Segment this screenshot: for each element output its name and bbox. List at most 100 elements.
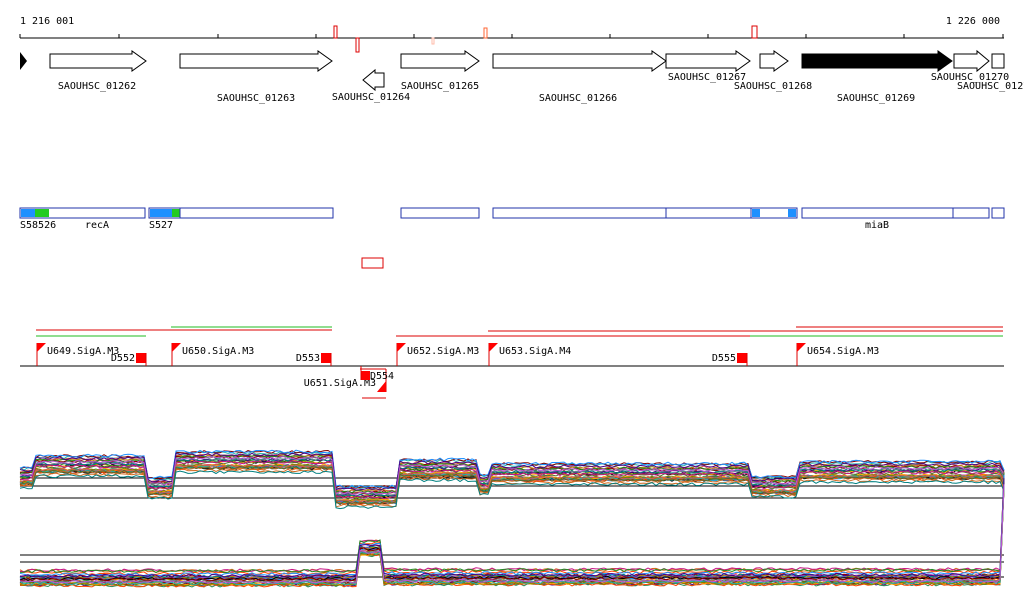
axis-end-label: 1 226 000 — [946, 16, 1000, 27]
gene-SAOUHSC-01270[interactable]: SAOUHSC_01270 — [931, 49, 1009, 83]
gene-arrow-partial[interactable] — [20, 52, 27, 70]
expression-panel-plus — [19, 449, 1005, 510]
promoter-U649[interactable]: U649.SigA.M3 — [36, 343, 119, 366]
annotation-label: S58526 — [20, 220, 56, 231]
gene-arrow[interactable] — [492, 50, 667, 72]
annotation-bar[interactable] — [801, 207, 990, 219]
gene-SAOUHSC-0127x[interactable]: SAOUHSC_0127 — [957, 53, 1024, 92]
gene-SAOUHSC-01265[interactable]: SAOUHSC_01265 — [400, 50, 480, 92]
gene-label: SAOUHSC_01262 — [58, 81, 136, 92]
annotation-segment-blue — [752, 209, 760, 217]
expression-trace — [19, 465, 1005, 505]
terminator-D555[interactable]: D555 — [712, 353, 748, 366]
gene-arrow[interactable] — [759, 50, 789, 72]
annotation-segment-green — [172, 209, 180, 217]
gene-label: SAOUHSC_01265 — [401, 81, 479, 92]
gene-arrow[interactable] — [179, 50, 333, 72]
promoter-U650[interactable]: U650.SigA.M3 — [171, 343, 254, 366]
annotation-segment-blue — [150, 209, 172, 217]
terminator-label: D553 — [296, 353, 320, 364]
gene-label: SAOUHSC_01264 — [332, 92, 410, 103]
promoter-U651[interactable]: U651.SigA.M3 — [304, 369, 387, 392]
gene-arrow[interactable] — [362, 68, 385, 92]
terminator-label: D554 — [370, 371, 394, 382]
expression-trace — [19, 484, 1005, 584]
expression-trace — [19, 457, 1005, 497]
regulatory-track: U649.SigA.M3 U650.SigA.M3 U652.SigA.M3 U… — [20, 343, 1004, 392]
annotation-bar[interactable] — [148, 207, 334, 219]
gene-label: SAOUHSC_01263 — [217, 93, 295, 104]
transcript-lines — [36, 326, 1003, 399]
annotation-label: S527 — [149, 220, 173, 231]
expression-trace — [19, 450, 1005, 490]
annotation-bar[interactable] — [492, 207, 798, 219]
gene-arrow[interactable] — [49, 50, 147, 72]
annotation-segment-blue — [788, 209, 796, 217]
expression-trace — [19, 456, 1005, 496]
gene-label: SAOUHSC_01266 — [539, 93, 617, 104]
gene-SAOUHSC-01266[interactable]: SAOUHSC_01266 — [492, 50, 667, 104]
gene-SAOUHSC-01268[interactable]: SAOUHSC_01268 — [734, 50, 812, 92]
gene-label: SAOUHSC_01270 — [931, 72, 1009, 83]
annotation-segment-blue — [21, 209, 35, 217]
promoter-label: U654.SigA.M3 — [807, 346, 879, 357]
expression-trace — [19, 452, 1005, 491]
gene-label: SAOUHSC_01267 — [668, 72, 746, 83]
annotation-bar[interactable] — [400, 207, 480, 219]
expression-trace — [19, 472, 1005, 574]
annotation-bar[interactable] — [991, 207, 1005, 219]
gene-SAOUHSC-01263[interactable]: SAOUHSC_01263 — [179, 50, 333, 104]
expression-trace — [19, 455, 1005, 495]
gene-SAOUHSC-01267[interactable]: SAOUHSC_01267 — [665, 50, 751, 83]
expression-trace — [19, 460, 1005, 500]
promoter-U654[interactable]: U654.SigA.M3 — [796, 343, 879, 366]
terminator-D554[interactable]: D554 — [360, 366, 394, 382]
promoter-label: U652.SigA.M3 — [407, 346, 479, 357]
expression-trace — [19, 474, 1005, 577]
expression-trace — [19, 449, 1005, 489]
axis-ticks — [19, 34, 1004, 38]
coordinate-axis: 1 216 001 1 226 000 — [19, 16, 1004, 53]
gene-SAOUHSC-01264[interactable]: SAOUHSC_01264 — [332, 68, 410, 103]
gene-label: SAOUHSC_01269 — [837, 93, 915, 104]
promoter-U652[interactable]: U652.SigA.M3 — [396, 343, 479, 366]
annotation-bar[interactable] — [19, 207, 146, 219]
annotation-track: S58526 recA S527 miaB — [19, 207, 1005, 231]
annotation-segment-green — [35, 209, 49, 217]
promoter-label: U653.SigA.M4 — [499, 346, 571, 357]
expression-profile-lines — [19, 472, 1005, 588]
terminator-label: D552 — [111, 353, 135, 364]
expression-trace — [19, 481, 1005, 583]
expression-trace — [19, 470, 1005, 510]
expression-trace — [19, 487, 1005, 587]
promoter-label: U649.SigA.M3 — [47, 346, 119, 357]
gene-SAOUHSC-01262[interactable]: SAOUHSC_01262 — [49, 50, 147, 92]
gene-SAOUHSC-01269[interactable]: SAOUHSC_01269 — [801, 50, 953, 104]
promoter-label: U651.SigA.M3 — [304, 378, 376, 389]
expression-panel-minus — [19, 472, 1005, 588]
expression-profile-lines — [19, 449, 1005, 510]
expression-trace — [19, 478, 1005, 578]
expression-trace — [19, 449, 1005, 489]
gene-arrow-highlighted[interactable] — [801, 50, 953, 72]
terminator-D553[interactable]: D553 — [296, 353, 332, 366]
axis-signal-markers — [333, 25, 758, 53]
annotation-label: miaB — [865, 220, 889, 231]
promoter-label: U650.SigA.M3 — [182, 346, 254, 357]
expression-trace — [19, 473, 1005, 573]
expression-trace — [19, 463, 1005, 503]
annotation-label: recA — [85, 220, 109, 231]
expression-trace — [19, 485, 1005, 588]
gene-track: SAOUHSC_01262 SAOUHSC_01263 SAOUHSC_0126… — [20, 49, 1024, 104]
minus-strand-feature[interactable] — [361, 257, 384, 269]
gene-arrow[interactable] — [991, 53, 1005, 69]
gene-arrow[interactable] — [665, 50, 751, 72]
gene-arrow[interactable] — [953, 49, 990, 73]
gene-arrow[interactable] — [400, 50, 480, 72]
terminator-D552[interactable]: D552 — [111, 353, 147, 366]
gene-label: SAOUHSC_0127 — [957, 81, 1024, 92]
expression-trace — [19, 481, 1005, 581]
promoter-U653[interactable]: U653.SigA.M4 — [488, 343, 571, 366]
